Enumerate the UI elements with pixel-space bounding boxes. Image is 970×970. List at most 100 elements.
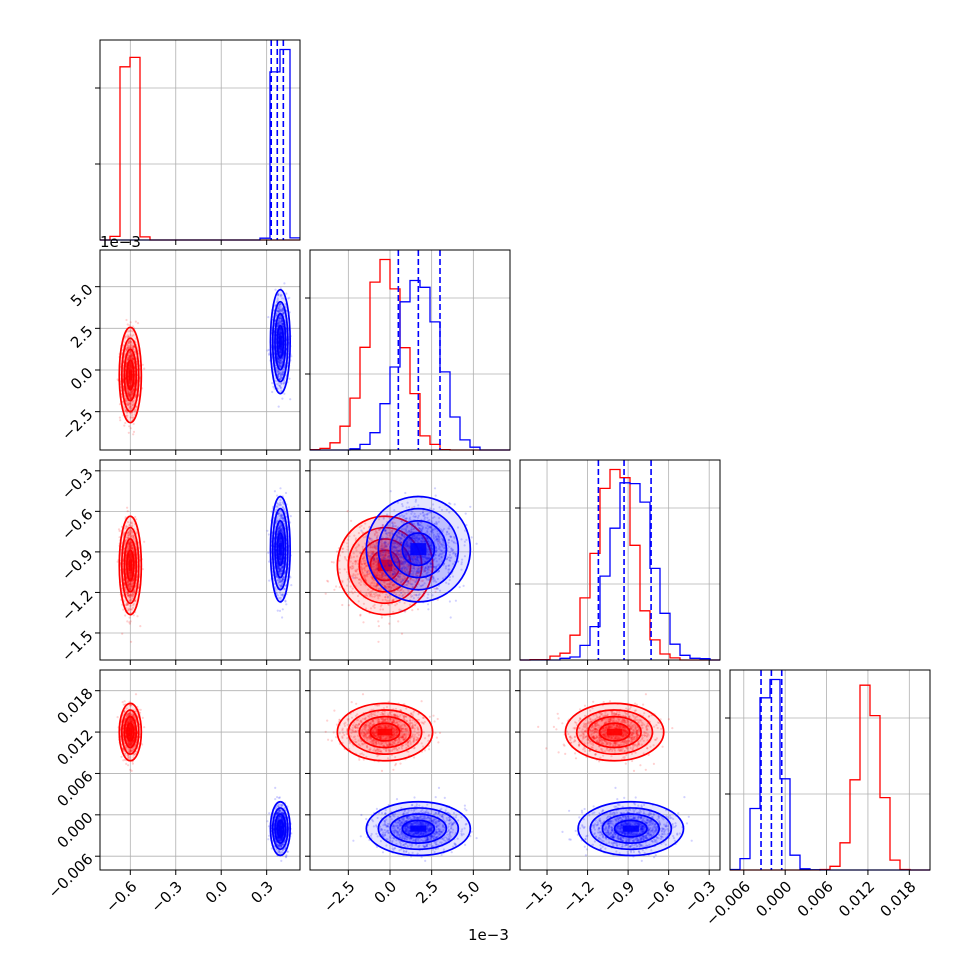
sample-point	[280, 319, 283, 323]
sample-point	[136, 615, 139, 618]
sample-point	[130, 557, 133, 560]
sample-point	[279, 302, 282, 305]
sample-point	[282, 382, 285, 385]
sample-point	[280, 348, 283, 352]
sample-point	[132, 534, 135, 537]
sample-point	[280, 540, 283, 543]
sample-point	[350, 565, 354, 568]
sample-point	[278, 565, 281, 569]
sample-point	[283, 392, 286, 395]
sample-point	[371, 552, 374, 555]
sample-point	[400, 589, 403, 592]
sample-point	[128, 357, 131, 360]
sample-point	[276, 564, 280, 567]
sample-point	[134, 542, 137, 545]
sample-point	[129, 571, 132, 574]
sample-point	[130, 571, 133, 574]
sample-point	[281, 370, 284, 373]
sample-point	[129, 573, 132, 576]
sample-point	[280, 360, 283, 363]
sample-point	[279, 534, 282, 538]
sample-point	[129, 346, 132, 349]
sample-point	[129, 574, 132, 577]
sample-point	[129, 427, 132, 430]
sample-point	[281, 578, 285, 581]
sample-point	[281, 322, 284, 326]
sample-point	[123, 531, 126, 535]
sample-point	[132, 534, 135, 537]
sample-point	[129, 542, 132, 545]
sample-point	[276, 502, 279, 505]
sample-point	[132, 357, 135, 360]
sample-point	[126, 323, 129, 326]
sample-point	[131, 353, 134, 356]
sample-point	[277, 527, 280, 530]
sample-point	[369, 555, 372, 558]
sample-point	[278, 558, 281, 561]
sample-point	[380, 543, 383, 546]
sample-point	[129, 556, 132, 559]
sample-point	[278, 526, 281, 529]
sample-point	[411, 559, 414, 563]
sample-point	[403, 535, 406, 539]
sample-point	[358, 582, 361, 585]
sample-point	[282, 311, 285, 315]
sample-point	[127, 340, 130, 343]
sample-point	[128, 395, 131, 398]
sample-point	[278, 363, 281, 366]
sample-point	[127, 335, 131, 339]
sample-point	[281, 529, 284, 532]
sample-point	[278, 377, 281, 381]
sample-point	[128, 543, 131, 546]
sample-point	[282, 502, 285, 505]
sample-point	[279, 295, 282, 298]
sample-point	[128, 608, 131, 611]
sample-point	[276, 374, 280, 377]
sample-point	[128, 531, 131, 534]
sample-point	[280, 332, 283, 335]
sample-point	[278, 309, 281, 312]
sample-point	[357, 532, 360, 535]
sample-point	[132, 590, 135, 593]
sample-point	[278, 609, 282, 613]
sample-point	[279, 525, 282, 528]
sample-point	[278, 333, 281, 336]
sample-point	[279, 535, 282, 538]
sample-point	[279, 525, 282, 528]
sample-point	[125, 525, 128, 528]
sample-point	[132, 348, 135, 351]
sample-point	[279, 348, 282, 351]
sample-point	[126, 402, 129, 405]
sample-point	[279, 348, 283, 351]
sample-point	[129, 382, 132, 385]
sample-point	[279, 349, 282, 352]
sample-point	[283, 282, 286, 285]
sample-point	[128, 616, 131, 619]
sample-point	[284, 584, 287, 587]
sample-point	[280, 309, 283, 312]
sample-point	[281, 608, 284, 611]
sample-point	[346, 542, 349, 545]
sample-point	[280, 569, 283, 573]
sample-point	[123, 424, 126, 427]
sample-point	[129, 362, 132, 365]
sample-point	[132, 422, 135, 425]
sample-point	[129, 380, 132, 383]
sample-point	[380, 575, 384, 578]
sample-point	[132, 578, 135, 581]
sample-point	[279, 501, 282, 504]
sample-point	[127, 389, 130, 392]
sample-point	[279, 308, 282, 311]
sample-point	[278, 530, 281, 533]
sample-point	[281, 593, 284, 596]
sample-point	[279, 350, 282, 353]
sample-point	[380, 573, 383, 576]
sample-point	[128, 405, 132, 408]
sample-point	[282, 311, 285, 314]
sample-point	[129, 577, 132, 580]
sample-point	[127, 431, 130, 434]
sample-point	[127, 583, 130, 586]
sample-point	[127, 548, 130, 551]
sample-point	[280, 321, 283, 324]
sample-point	[123, 584, 126, 587]
